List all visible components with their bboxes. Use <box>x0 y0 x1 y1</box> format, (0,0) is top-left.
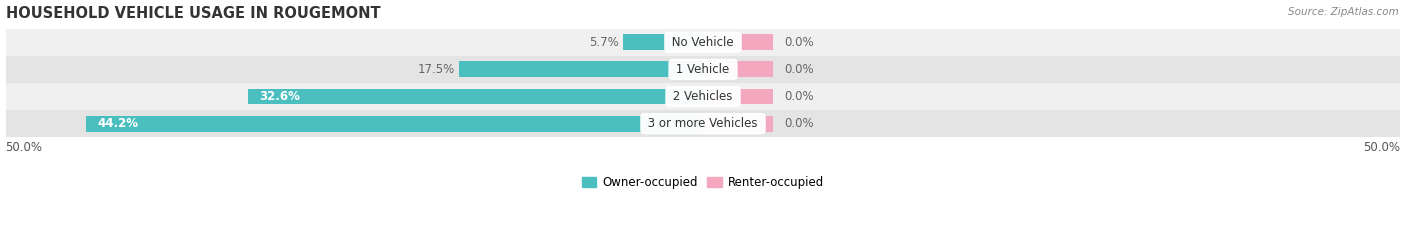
Bar <box>703 89 773 104</box>
Text: 5.7%: 5.7% <box>589 36 619 49</box>
Bar <box>703 34 773 50</box>
Legend: Owner-occupied, Renter-occupied: Owner-occupied, Renter-occupied <box>578 171 828 194</box>
Text: 3 or more Vehicles: 3 or more Vehicles <box>644 117 762 130</box>
Bar <box>86 116 703 132</box>
Text: 44.2%: 44.2% <box>97 117 139 130</box>
Text: 17.5%: 17.5% <box>418 63 454 76</box>
Bar <box>623 34 703 50</box>
Bar <box>249 89 703 104</box>
Text: 50.0%: 50.0% <box>1364 140 1400 154</box>
Text: 1 Vehicle: 1 Vehicle <box>672 63 734 76</box>
Text: Source: ZipAtlas.com: Source: ZipAtlas.com <box>1288 7 1399 17</box>
Text: 2 Vehicles: 2 Vehicles <box>669 90 737 103</box>
Bar <box>6 110 1400 137</box>
Text: 0.0%: 0.0% <box>785 90 814 103</box>
Text: 32.6%: 32.6% <box>260 90 301 103</box>
Bar <box>703 62 773 77</box>
Text: 0.0%: 0.0% <box>785 36 814 49</box>
Bar <box>6 29 1400 56</box>
Text: 0.0%: 0.0% <box>785 63 814 76</box>
Text: HOUSEHOLD VEHICLE USAGE IN ROUGEMONT: HOUSEHOLD VEHICLE USAGE IN ROUGEMONT <box>6 6 380 21</box>
Text: 0.0%: 0.0% <box>785 117 814 130</box>
Bar <box>6 83 1400 110</box>
Bar <box>6 56 1400 83</box>
Text: No Vehicle: No Vehicle <box>668 36 738 49</box>
Bar <box>703 116 773 132</box>
Bar <box>458 62 703 77</box>
Text: 50.0%: 50.0% <box>6 140 42 154</box>
